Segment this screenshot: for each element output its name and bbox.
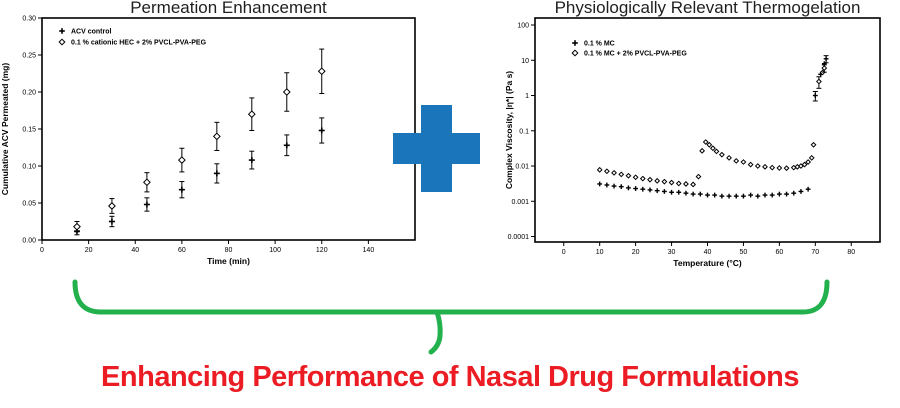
y-axis-label: Complex Viscosity, |η*| (Pa s)	[504, 71, 514, 189]
brace-main-path	[72, 279, 830, 315]
legend: ACV control 0.1 % cationic HEC + 2% PVCL-…	[58, 28, 207, 47]
plot-box	[41, 17, 416, 241]
svg-text:0.05: 0.05	[22, 201, 36, 208]
svg-text:120: 120	[316, 247, 328, 254]
svg-text:0.10: 0.10	[22, 164, 36, 171]
svg-text:0.1 % cationic HEC + 2% PVCL-P: 0.1 % cationic HEC + 2% PVCL-PVA-PEG	[71, 40, 207, 47]
series-2	[596, 64, 828, 188]
svg-text:0.001: 0.001	[511, 199, 529, 206]
svg-text:10: 10	[521, 58, 529, 65]
svg-text:0: 0	[562, 249, 566, 256]
svg-text:40: 40	[704, 249, 712, 256]
axis-ticks: 0 10 20 30 40 50 60 70 80 100 10 1 0.1 0.01 0.001 0.000…	[508, 23, 856, 256]
svg-text:0.00: 0.00	[22, 238, 36, 245]
svg-text:0.0001: 0.0001	[508, 234, 530, 241]
series-1	[73, 117, 325, 236]
svg-text:0.15: 0.15	[22, 127, 36, 134]
thermogelation-chart-title: Physiologically Relevant Thermogelation	[554, 0, 861, 17]
svg-text:100: 100	[269, 247, 281, 254]
thermogelation-chart-panel: Physiologically Relevant Thermogelation …	[450, 0, 900, 272]
permeation-chart-panel: Permeation Enhancement 0 20 40 60 80 100 120 14…	[0, 0, 422, 272]
svg-text:40: 40	[131, 247, 139, 254]
series-2	[73, 48, 326, 233]
svg-text:0.01: 0.01	[515, 164, 529, 171]
svg-text:20: 20	[632, 249, 640, 256]
svg-text:140: 140	[363, 247, 375, 254]
plus-horizontal-bar	[393, 133, 480, 164]
svg-text:0: 0	[40, 247, 44, 254]
thermogelation-chart: 0 10 20 30 40 50 60 70 80 100 10 1 0.1 0.01 0.001 0.000…	[504, 17, 881, 268]
x-axis-label: Time (min)	[207, 256, 250, 266]
figure-caption: Enhancing Performance of Nasal Drug Form…	[101, 361, 799, 393]
svg-text:0.20: 0.20	[22, 90, 36, 97]
brace-tail-path	[428, 309, 443, 355]
x-axis-label: Temperature (°C)	[673, 258, 742, 268]
svg-text:70: 70	[811, 249, 819, 256]
svg-text:80: 80	[225, 247, 233, 254]
svg-text:0.25: 0.25	[22, 53, 36, 60]
svg-text:30: 30	[668, 249, 676, 256]
svg-text:60: 60	[775, 249, 783, 256]
series-1	[597, 55, 829, 199]
svg-text:0.1: 0.1	[519, 128, 529, 135]
curly-brace	[72, 279, 830, 355]
permeation-chart: 0 20 40 60 80 100 120 140 0.00 0.05 0.10 0.15 0.20 0.…	[0, 16, 416, 266]
svg-text:1: 1	[525, 93, 529, 100]
svg-text:60: 60	[178, 247, 186, 254]
svg-text:ACV control: ACV control	[71, 29, 112, 36]
permeation-chart-title: Permeation Enhancement	[130, 0, 327, 17]
svg-text:80: 80	[847, 249, 855, 256]
svg-text:50: 50	[740, 249, 748, 256]
svg-text:10: 10	[596, 249, 604, 256]
y-axis-label: Cumulative ACV Permeated (mg)	[0, 63, 10, 196]
svg-text:20: 20	[85, 247, 93, 254]
svg-text:0.1 % MC + 2% PVCL-PVA-PEG: 0.1 % MC + 2% PVCL-PVA-PEG	[584, 51, 687, 58]
legend: 0.1 % MC 0.1 % MC + 2% PVCL-PVA-PEG	[571, 40, 687, 58]
plus-icon	[393, 105, 480, 192]
svg-text:100: 100	[517, 23, 529, 30]
svg-text:0.30: 0.30	[22, 16, 36, 23]
axis-ticks: 0 20 40 60 80 100 120 140 0.00 0.05 0.10 0.15 0.20 0.…	[22, 16, 374, 255]
svg-text:0.1 % MC: 0.1 % MC	[584, 41, 615, 48]
